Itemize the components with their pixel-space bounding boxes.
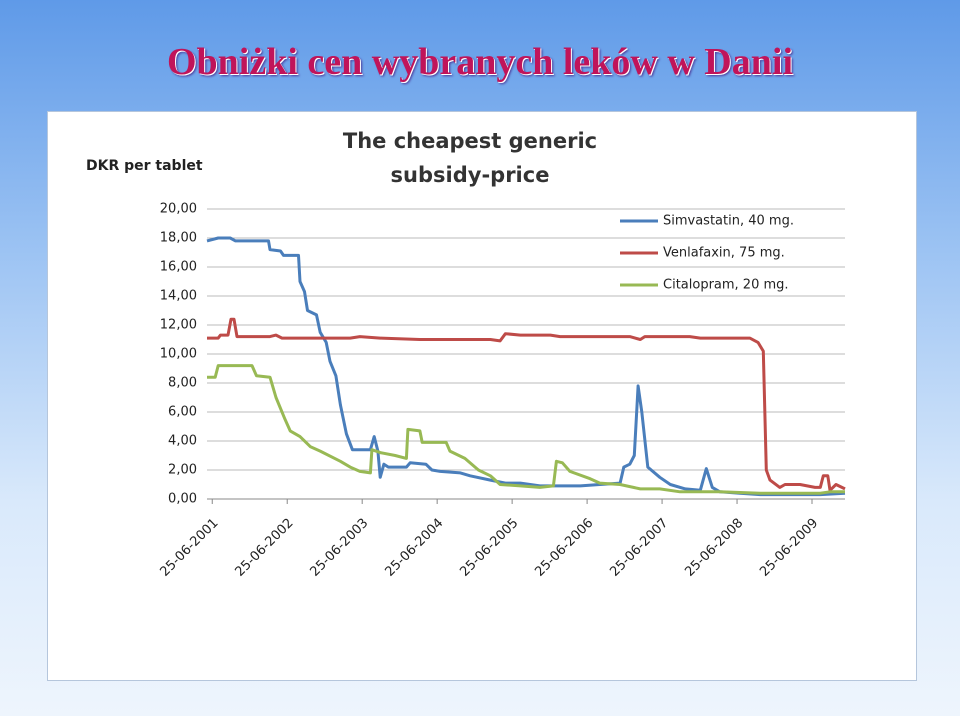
- legend-label: Citalopram, 20 mg.: [663, 278, 789, 293]
- legend-label: Venlafaxin, 75 mg.: [663, 246, 785, 261]
- x-tick-label: 25-06-2009: [757, 516, 821, 580]
- x-tick-label: 25-06-2005: [457, 516, 521, 580]
- y-tick-label: 20,00: [160, 202, 197, 217]
- x-tick-label: 25-06-2004: [382, 516, 446, 580]
- legend-label: Simvastatin, 40 mg.: [663, 214, 794, 229]
- slide-title: Obniżki cen wybranych leków w Danii: [166, 41, 794, 83]
- x-tick-label: 25-06-2003: [307, 516, 371, 580]
- y-tick-label: 18,00: [160, 231, 197, 246]
- y-tick-label: 14,00: [160, 289, 197, 304]
- y-tick-label: 8,00: [168, 376, 197, 391]
- y-tick-label: 10,00: [160, 347, 197, 362]
- y-tick-label: 16,00: [160, 260, 197, 275]
- series-line: [207, 317, 846, 492]
- x-tick-label: 25-06-2002: [232, 516, 296, 580]
- x-tick-label: 25-06-2001: [158, 516, 222, 580]
- series-line: [207, 364, 845, 495]
- y-tick-label: 0,00: [168, 492, 197, 507]
- x-tick-label: 25-06-2008: [682, 516, 746, 580]
- y-tick-label: 2,00: [168, 463, 197, 478]
- chart-title: The cheapest generic subsidy-price: [342, 129, 598, 187]
- series-line: [206, 236, 846, 497]
- y-axis-label: DKR per tablet: [86, 158, 203, 174]
- y-tick-label: 12,00: [160, 318, 197, 333]
- y-tick-label: 6,00: [168, 405, 197, 420]
- y-tick-label: 4,00: [168, 434, 197, 449]
- x-tick-label: 25-06-2006: [532, 516, 596, 580]
- chart-panel: [47, 111, 917, 681]
- x-tick-label: 25-06-2007: [607, 516, 671, 580]
